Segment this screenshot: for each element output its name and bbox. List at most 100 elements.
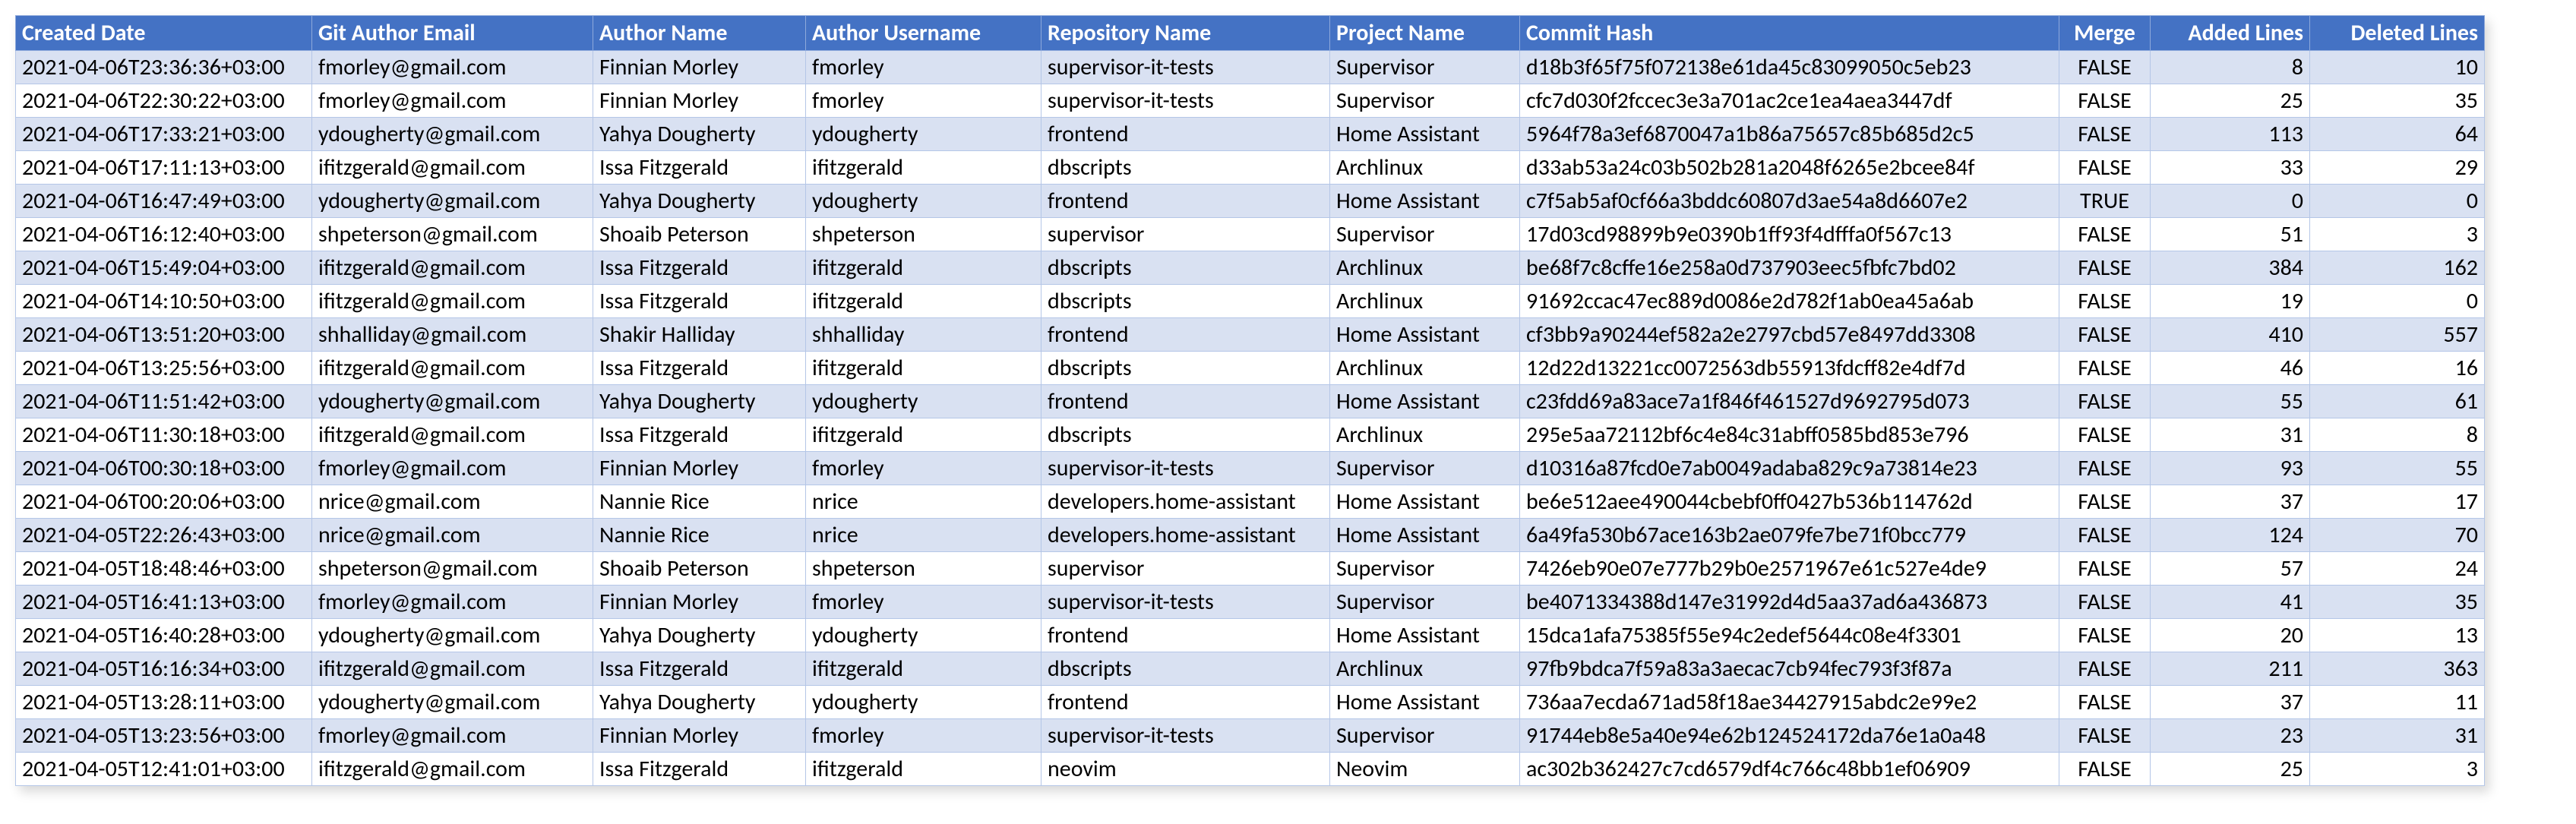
- cell-added: 55: [2151, 385, 2310, 418]
- cell-repo: supervisor-it-tests: [1041, 84, 1330, 118]
- col-header-merge[interactable]: Merge: [2059, 16, 2151, 51]
- cell-created: 2021-04-06T13:25:56+03:00: [16, 352, 312, 385]
- table-row[interactable]: 2021-04-06T17:11:13+03:00ifitzgerald@gma…: [16, 151, 2485, 185]
- cell-added: 57: [2151, 552, 2310, 586]
- table-row[interactable]: 2021-04-06T00:30:18+03:00fmorley@gmail.c…: [16, 452, 2485, 485]
- cell-deleted: 363: [2310, 652, 2485, 686]
- table-row[interactable]: 2021-04-06T15:49:04+03:00ifitzgerald@gma…: [16, 251, 2485, 285]
- cell-added: 31: [2151, 418, 2310, 452]
- col-header-hash[interactable]: Commit Hash: [1520, 16, 2059, 51]
- cell-author: Finnian Morley: [593, 719, 806, 753]
- cell-merge: FALSE: [2059, 318, 2151, 352]
- cell-hash: 97fb9bdca7f59a83a3aecac7cb94fec793f3f87a: [1520, 652, 2059, 686]
- cell-hash: 12d22d13221cc0072563db55913fdcff82e4df7d: [1520, 352, 2059, 385]
- cell-author: Issa Fitzgerald: [593, 352, 806, 385]
- cell-username: shpeterson: [806, 552, 1041, 586]
- col-header-project[interactable]: Project Name: [1330, 16, 1520, 51]
- table-row[interactable]: 2021-04-05T16:41:13+03:00fmorley@gmail.c…: [16, 586, 2485, 619]
- table-row[interactable]: 2021-04-06T13:25:56+03:00ifitzgerald@gma…: [16, 352, 2485, 385]
- cell-author: Finnian Morley: [593, 84, 806, 118]
- table-row[interactable]: 2021-04-05T13:28:11+03:00ydougherty@gmai…: [16, 686, 2485, 719]
- cell-email: ydougherty@gmail.com: [312, 619, 593, 652]
- col-header-email[interactable]: Git Author Email: [312, 16, 593, 51]
- cell-username: ifitzgerald: [806, 151, 1041, 185]
- table-row[interactable]: 2021-04-06T17:33:21+03:00ydougherty@gmai…: [16, 118, 2485, 151]
- cell-created: 2021-04-06T17:33:21+03:00: [16, 118, 312, 151]
- cell-repo: supervisor-it-tests: [1041, 452, 1330, 485]
- cell-hash: ac302b362427c7cd6579df4c766c48bb1ef06909: [1520, 753, 2059, 786]
- cell-added: 25: [2151, 753, 2310, 786]
- cell-repo: supervisor: [1041, 552, 1330, 586]
- cell-merge: FALSE: [2059, 285, 2151, 318]
- cell-project: Supervisor: [1330, 218, 1520, 251]
- cell-created: 2021-04-05T16:16:34+03:00: [16, 652, 312, 686]
- table-row[interactable]: 2021-04-06T13:51:20+03:00shhalliday@gmai…: [16, 318, 2485, 352]
- cell-repo: dbscripts: [1041, 285, 1330, 318]
- table-row[interactable]: 2021-04-06T00:20:06+03:00nrice@gmail.com…: [16, 485, 2485, 519]
- table-header: Created DateGit Author EmailAuthor NameA…: [16, 16, 2485, 51]
- cell-added: 8: [2151, 51, 2310, 84]
- cell-merge: FALSE: [2059, 218, 2151, 251]
- table-row[interactable]: 2021-04-06T11:30:18+03:00ifitzgerald@gma…: [16, 418, 2485, 452]
- col-header-added[interactable]: Added Lines: [2151, 16, 2310, 51]
- cell-created: 2021-04-06T00:20:06+03:00: [16, 485, 312, 519]
- cell-deleted: 17: [2310, 485, 2485, 519]
- cell-merge: FALSE: [2059, 84, 2151, 118]
- col-header-username[interactable]: Author Username: [806, 16, 1041, 51]
- cell-author: Nannie Rice: [593, 519, 806, 552]
- cell-email: fmorley@gmail.com: [312, 51, 593, 84]
- cell-merge: FALSE: [2059, 552, 2151, 586]
- cell-created: 2021-04-05T13:28:11+03:00: [16, 686, 312, 719]
- table-row[interactable]: 2021-04-05T13:23:56+03:00fmorley@gmail.c…: [16, 719, 2485, 753]
- cell-hash: c7f5ab5af0cf66a3bddc60807d3ae54a8d6607e2: [1520, 185, 2059, 218]
- cell-merge: FALSE: [2059, 519, 2151, 552]
- table-row[interactable]: 2021-04-05T22:26:43+03:00nrice@gmail.com…: [16, 519, 2485, 552]
- cell-email: ydougherty@gmail.com: [312, 118, 593, 151]
- cell-repo: frontend: [1041, 686, 1330, 719]
- table-row[interactable]: 2021-04-05T18:48:46+03:00shpeterson@gmai…: [16, 552, 2485, 586]
- cell-created: 2021-04-06T23:36:36+03:00: [16, 51, 312, 84]
- cell-author: Finnian Morley: [593, 586, 806, 619]
- col-header-author[interactable]: Author Name: [593, 16, 806, 51]
- cell-merge: FALSE: [2059, 352, 2151, 385]
- col-header-deleted[interactable]: Deleted Lines: [2310, 16, 2485, 51]
- table-row[interactable]: 2021-04-06T16:47:49+03:00ydougherty@gmai…: [16, 185, 2485, 218]
- cell-created: 2021-04-06T17:11:13+03:00: [16, 151, 312, 185]
- cell-username: fmorley: [806, 84, 1041, 118]
- table-row[interactable]: 2021-04-06T11:51:42+03:00ydougherty@gmai…: [16, 385, 2485, 418]
- cell-author: Issa Fitzgerald: [593, 418, 806, 452]
- cell-username: nrice: [806, 485, 1041, 519]
- cell-repo: developers.home-assistant: [1041, 519, 1330, 552]
- cell-created: 2021-04-05T18:48:46+03:00: [16, 552, 312, 586]
- table-row[interactable]: 2021-04-06T16:12:40+03:00shpeterson@gmai…: [16, 218, 2485, 251]
- cell-username: ydougherty: [806, 619, 1041, 652]
- cell-email: ifitzgerald@gmail.com: [312, 418, 593, 452]
- col-header-created[interactable]: Created Date: [16, 16, 312, 51]
- cell-added: 37: [2151, 686, 2310, 719]
- cell-deleted: 557: [2310, 318, 2485, 352]
- cell-added: 20: [2151, 619, 2310, 652]
- cell-project: Archlinux: [1330, 251, 1520, 285]
- table-row[interactable]: 2021-04-06T23:36:36+03:00fmorley@gmail.c…: [16, 51, 2485, 84]
- col-header-repo[interactable]: Repository Name: [1041, 16, 1330, 51]
- cell-hash: be4071334388d147e31992d4d5aa37ad6a436873: [1520, 586, 2059, 619]
- table-row[interactable]: 2021-04-06T22:30:22+03:00fmorley@gmail.c…: [16, 84, 2485, 118]
- table-row[interactable]: 2021-04-05T16:40:28+03:00ydougherty@gmai…: [16, 619, 2485, 652]
- table-row[interactable]: 2021-04-05T16:16:34+03:00ifitzgerald@gma…: [16, 652, 2485, 686]
- cell-email: fmorley@gmail.com: [312, 719, 593, 753]
- cell-merge: FALSE: [2059, 652, 2151, 686]
- cell-username: ifitzgerald: [806, 251, 1041, 285]
- table-row[interactable]: 2021-04-06T14:10:50+03:00ifitzgerald@gma…: [16, 285, 2485, 318]
- cell-created: 2021-04-06T00:30:18+03:00: [16, 452, 312, 485]
- cell-added: 23: [2151, 719, 2310, 753]
- cell-created: 2021-04-06T16:47:49+03:00: [16, 185, 312, 218]
- table-body: 2021-04-06T23:36:36+03:00fmorley@gmail.c…: [16, 51, 2485, 786]
- commits-table: Created DateGit Author EmailAuthor NameA…: [15, 15, 2485, 786]
- cell-project: Home Assistant: [1330, 118, 1520, 151]
- cell-deleted: 0: [2310, 285, 2485, 318]
- cell-email: ifitzgerald@gmail.com: [312, 753, 593, 786]
- cell-merge: FALSE: [2059, 719, 2151, 753]
- cell-username: ydougherty: [806, 686, 1041, 719]
- table-row[interactable]: 2021-04-05T12:41:01+03:00ifitzgerald@gma…: [16, 753, 2485, 786]
- cell-hash: cf3bb9a90244ef582a2e2797cbd57e8497dd3308: [1520, 318, 2059, 352]
